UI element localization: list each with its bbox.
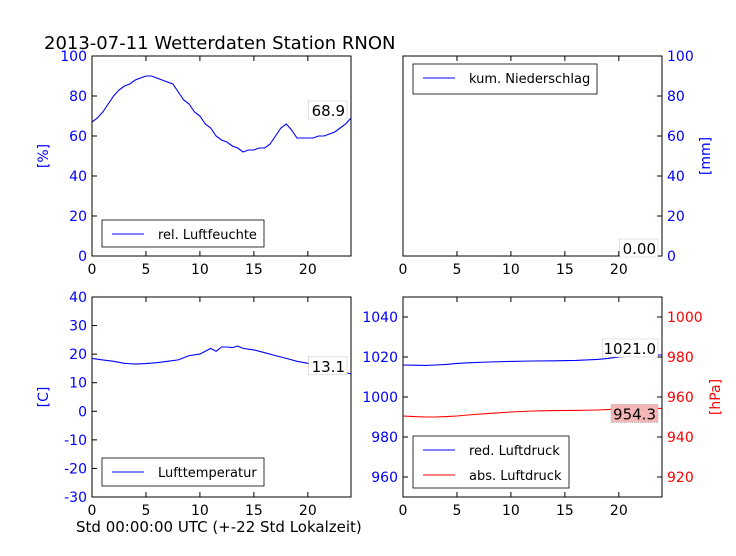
- y-tick-label: 40: [69, 169, 87, 185]
- last-value-badge: [308, 100, 348, 120]
- x-axis-label: Std 00:00:00 UTC (+-22 Std Lokalzeit): [76, 518, 362, 536]
- x-tick-label: 0: [88, 503, 97, 519]
- y2-tick-label: 920: [667, 470, 694, 486]
- x-tick-label: 0: [88, 262, 97, 278]
- y-tick-label: 980: [371, 430, 398, 446]
- legend-entry: kum. Niederschlag: [469, 72, 590, 87]
- y-axis-label: [C]: [36, 387, 52, 408]
- y-tick-label: 0: [667, 249, 676, 265]
- legend-box: [412, 63, 598, 95]
- y2-axis-label: [hPa]: [708, 379, 724, 415]
- x-tick-label: 5: [452, 262, 461, 278]
- last-value-badge: [308, 356, 348, 376]
- y-tick-label: 20: [69, 347, 87, 363]
- x-tick-label: 15: [245, 262, 263, 278]
- y-tick-label: 80: [69, 89, 87, 105]
- x-tick-label: 0: [399, 503, 408, 519]
- x-tick-label: 0: [399, 262, 408, 278]
- y2-tick-label: 1000: [667, 310, 703, 326]
- y-tick-label: 60: [667, 129, 685, 145]
- legend: rel. Luftfeuchte: [101, 219, 265, 248]
- x-tick-label: 10: [191, 503, 209, 519]
- x-tick-label: 15: [245, 503, 263, 519]
- y-tick-label: 80: [667, 89, 685, 105]
- subplot-4: 0 5 10 15 20 960 980 1000 1020 1040 920 940 960 980 10…: [362, 296, 724, 519]
- series-line-1: [92, 75, 351, 153]
- legend-entry: abs. Luftdruck: [469, 469, 562, 484]
- y-tick-label: 40: [667, 169, 685, 185]
- x-tick-label: 5: [141, 503, 150, 519]
- last-value-label: 1021.0: [604, 340, 657, 358]
- subplot-3: 0 5 10 15 20 -30 -20 -10 0 10 20 30 40 [C] Lufttempera…: [36, 290, 352, 519]
- legend-entry: Lufttemperatur: [158, 466, 257, 481]
- y2-tick-label: 980: [667, 350, 694, 366]
- y-tick-label: 40: [69, 290, 87, 306]
- x-tick-label: 20: [299, 262, 317, 278]
- plot-frame: [91, 55, 352, 257]
- last-value-badge: [619, 238, 659, 258]
- last-value-label: 954.3: [613, 405, 656, 423]
- legend: red. Luftdruck abs. Luftdruck: [412, 435, 570, 489]
- y-tick-label: 60: [69, 129, 87, 145]
- y2-tick-label: 960: [667, 390, 694, 406]
- y-tick-label: 1000: [362, 390, 398, 406]
- y-tick-label: 30: [69, 319, 87, 335]
- last-value-label: 68.9: [312, 102, 345, 120]
- legend-entry: rel. Luftfeuchte: [158, 228, 257, 243]
- y-tick-label: 20: [69, 209, 87, 225]
- y-tick-label: 0: [78, 404, 87, 420]
- y-axis-label: [mm]: [698, 137, 714, 175]
- last-value-label: 13.1: [312, 358, 345, 376]
- y-tick-label: 20: [667, 209, 685, 225]
- x-tick-label: 20: [299, 503, 317, 519]
- x-tick-label: 10: [502, 262, 520, 278]
- y-tick-label: 100: [667, 49, 694, 65]
- y-tick-label: 960: [371, 470, 398, 486]
- legend-box: [412, 435, 570, 489]
- subplot-2: 0 5 10 15 20 0 20 40 60 80 100 [mm] kum. Niederschla…: [399, 49, 714, 278]
- legend: kum. Niederschlag: [412, 63, 598, 95]
- y-tick-label: -20: [64, 461, 87, 477]
- last-value-badge: [602, 338, 659, 358]
- y-tick-label: -30: [64, 490, 87, 506]
- plot-frame: [91, 296, 352, 498]
- y2-tick-label: 940: [667, 430, 694, 446]
- y-tick-label: 1020: [362, 350, 398, 366]
- figure-title: 2013-07-11 Wetterdaten Station RNON: [44, 33, 395, 54]
- last-value-badge: [610, 404, 659, 423]
- x-tick-label: 15: [556, 262, 574, 278]
- legend: Lufttemperatur: [101, 457, 265, 487]
- subplot-1: 0 5 10 15 20 0 20 40 60 80 100 [%] rel. Luftfeuchte 6…: [36, 49, 352, 278]
- y-tick-label: 100: [60, 49, 87, 65]
- x-tick-label: 5: [452, 503, 461, 519]
- x-tick-label: 15: [556, 503, 574, 519]
- y-tick-label: 0: [78, 249, 87, 265]
- y-tick-label: 10: [69, 376, 87, 392]
- last-value-label: 0.00: [623, 240, 656, 258]
- x-tick-label: 10: [502, 503, 520, 519]
- x-tick-label: 5: [141, 262, 150, 278]
- x-tick-label: 20: [610, 503, 628, 519]
- y-tick-label: 1040: [362, 310, 398, 326]
- legend-entry: red. Luftdruck: [469, 444, 560, 459]
- x-tick-label: 20: [610, 262, 628, 278]
- x-tick-label: 10: [191, 262, 209, 278]
- series-line-1: [92, 345, 351, 375]
- plot-frame: [402, 55, 663, 257]
- y-axis-label: [%]: [36, 144, 52, 168]
- y-tick-label: -10: [64, 433, 87, 449]
